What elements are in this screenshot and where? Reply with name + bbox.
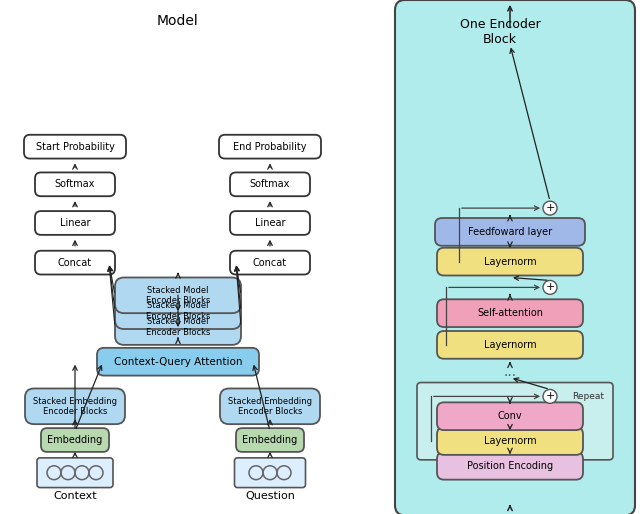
Circle shape xyxy=(543,281,557,295)
FancyBboxPatch shape xyxy=(37,458,113,488)
Text: Stacked Model
Encoder Blocks: Stacked Model Encoder Blocks xyxy=(146,302,210,321)
Text: Layernorm: Layernorm xyxy=(484,256,536,267)
Text: Softmax: Softmax xyxy=(250,179,290,189)
Text: Context-Query Attention: Context-Query Attention xyxy=(114,357,243,366)
FancyBboxPatch shape xyxy=(97,348,259,376)
Text: +: + xyxy=(545,282,555,292)
Text: Embedding: Embedding xyxy=(243,435,298,445)
Text: Feedfoward layer: Feedfoward layer xyxy=(468,227,552,237)
FancyBboxPatch shape xyxy=(41,428,109,452)
Circle shape xyxy=(543,390,557,403)
Text: Question: Question xyxy=(245,490,295,501)
FancyBboxPatch shape xyxy=(230,251,310,274)
FancyBboxPatch shape xyxy=(35,172,115,196)
FancyBboxPatch shape xyxy=(417,382,613,460)
FancyBboxPatch shape xyxy=(230,172,310,196)
Text: Start Probability: Start Probability xyxy=(36,142,115,152)
Text: Repeat: Repeat xyxy=(572,393,604,401)
FancyBboxPatch shape xyxy=(435,218,585,246)
FancyBboxPatch shape xyxy=(24,135,126,158)
Text: Conv: Conv xyxy=(498,411,522,421)
Text: Embedding: Embedding xyxy=(47,435,102,445)
FancyBboxPatch shape xyxy=(230,211,310,235)
FancyBboxPatch shape xyxy=(35,211,115,235)
FancyBboxPatch shape xyxy=(35,251,115,274)
Text: +: + xyxy=(545,391,555,401)
Text: Position Encoding: Position Encoding xyxy=(467,461,553,471)
Text: Stacked Model
Encoder Blocks: Stacked Model Encoder Blocks xyxy=(146,317,210,337)
FancyBboxPatch shape xyxy=(115,309,241,345)
FancyBboxPatch shape xyxy=(437,248,583,276)
FancyBboxPatch shape xyxy=(395,0,635,514)
Circle shape xyxy=(543,201,557,215)
FancyBboxPatch shape xyxy=(25,389,125,424)
Text: Layernorm: Layernorm xyxy=(484,340,536,350)
Text: End Probability: End Probability xyxy=(233,142,307,152)
Text: +: + xyxy=(545,203,555,213)
Text: Concat: Concat xyxy=(253,258,287,268)
FancyBboxPatch shape xyxy=(437,402,583,430)
Text: Stacked Model
Encoder Blocks: Stacked Model Encoder Blocks xyxy=(146,286,210,305)
Text: Linear: Linear xyxy=(255,218,285,228)
FancyBboxPatch shape xyxy=(437,427,583,455)
FancyBboxPatch shape xyxy=(115,278,241,313)
FancyBboxPatch shape xyxy=(234,458,305,488)
Text: Softmax: Softmax xyxy=(55,179,95,189)
Text: Model: Model xyxy=(157,14,199,28)
FancyBboxPatch shape xyxy=(220,389,320,424)
Text: Self-attention: Self-attention xyxy=(477,308,543,318)
Text: Linear: Linear xyxy=(60,218,90,228)
FancyBboxPatch shape xyxy=(115,293,241,329)
Text: One Encoder
Block: One Encoder Block xyxy=(460,18,540,46)
FancyBboxPatch shape xyxy=(219,135,321,158)
FancyBboxPatch shape xyxy=(437,452,583,480)
Text: Layernorm: Layernorm xyxy=(484,436,536,446)
Text: Stacked Embedding
Encoder Blocks: Stacked Embedding Encoder Blocks xyxy=(33,397,117,416)
FancyBboxPatch shape xyxy=(437,331,583,359)
Text: Concat: Concat xyxy=(58,258,92,268)
FancyBboxPatch shape xyxy=(236,428,304,452)
FancyBboxPatch shape xyxy=(437,299,583,327)
Text: ...: ... xyxy=(504,364,516,379)
Text: Stacked Embedding
Encoder Blocks: Stacked Embedding Encoder Blocks xyxy=(228,397,312,416)
Text: Context: Context xyxy=(53,490,97,501)
